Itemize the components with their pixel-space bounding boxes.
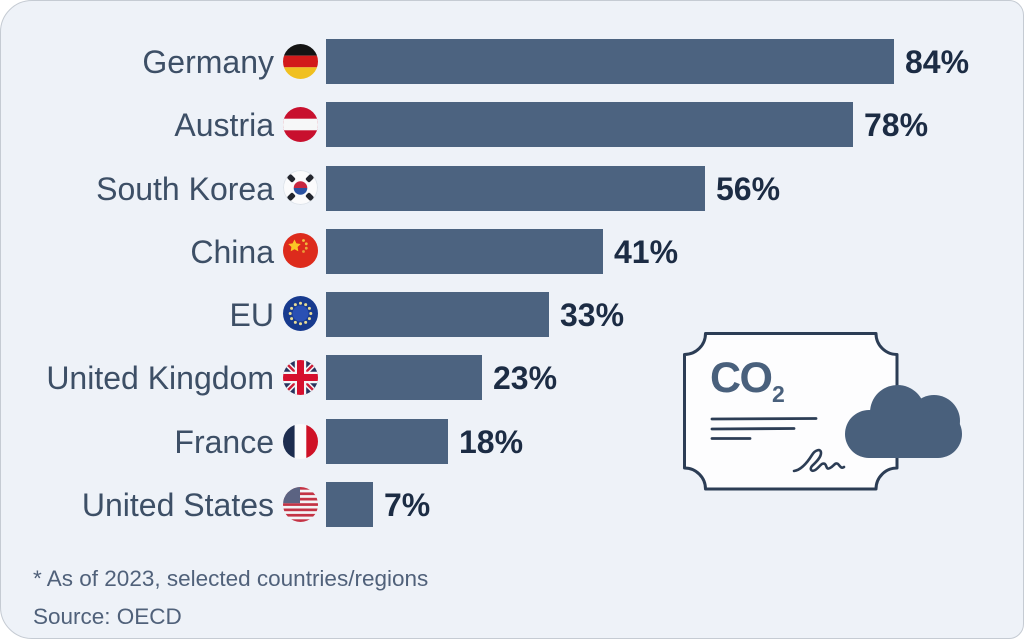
svg-text:2: 2 (772, 381, 785, 407)
svg-text:CO: CO (710, 354, 772, 402)
